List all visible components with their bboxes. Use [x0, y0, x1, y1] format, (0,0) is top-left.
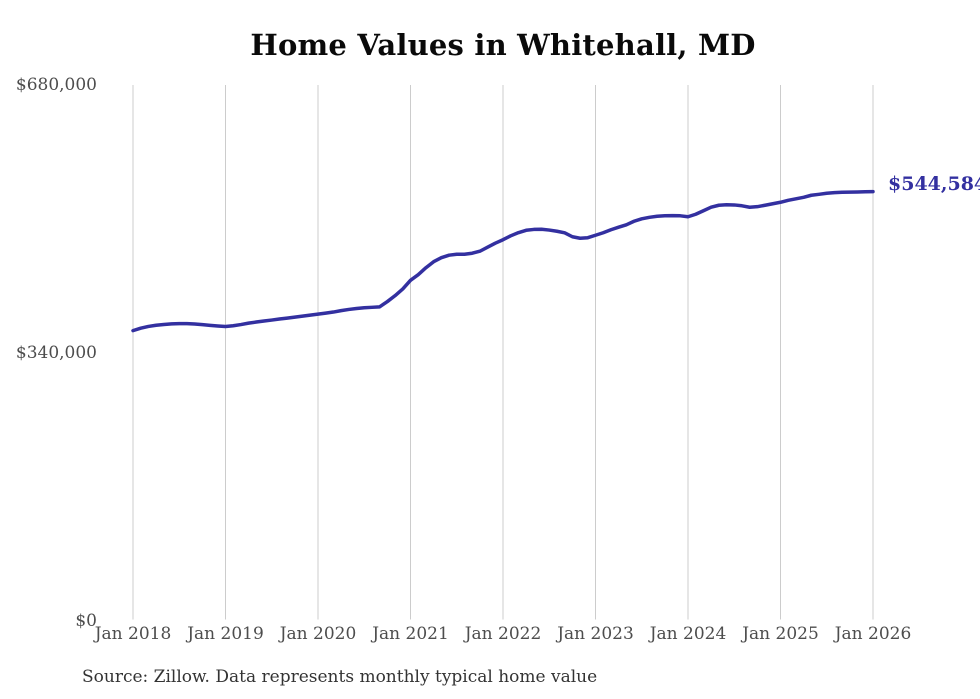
y-axis-tick-label: $340,000	[15, 342, 97, 363]
x-axis-tick-label: Jan 2018	[94, 624, 172, 644]
x-axis-tick-label: Jan 2019	[187, 624, 264, 644]
chart-title: Home Values in Whitehall, MD	[250, 28, 756, 62]
home-value-line	[131, 189, 875, 333]
x-axis-tick-label: Jan 2024	[649, 624, 727, 644]
x-axis-tick-label: Jan 2026	[834, 624, 912, 644]
x-axis-tick-label: Jan 2020	[279, 624, 357, 644]
latest-value-callout: $544,584	[888, 173, 980, 195]
y-axis-tick-label: $680,000	[15, 75, 97, 95]
x-axis-tick-label: Jan 2025	[742, 624, 819, 644]
source-note: Source: Zillow. Data represents monthly …	[82, 667, 598, 687]
x-axis-tick-label: Jan 2023	[557, 624, 634, 644]
x-axis-tick-label: Jan 2021	[372, 624, 449, 644]
y-axis-tick-label: $0	[75, 610, 97, 631]
x-axis-tick-label: Jan 2022	[464, 624, 542, 644]
